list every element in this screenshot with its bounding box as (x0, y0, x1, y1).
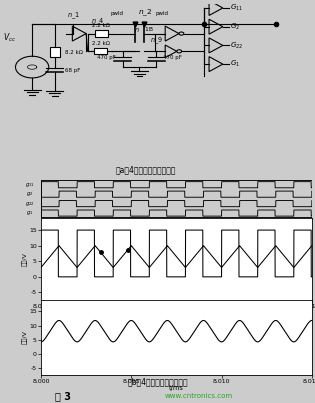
Text: $g_{22}$: $g_{22}$ (25, 200, 35, 208)
Text: $g_1$: $g_1$ (26, 209, 34, 217)
Text: $n\_9$: $n\_9$ (150, 35, 163, 46)
Text: $G_{11}$: $G_{11}$ (230, 3, 243, 13)
Text: $g_{11}$: $g_{11}$ (25, 181, 35, 189)
Y-axis label: 电压/V: 电压/V (22, 330, 28, 345)
Text: （a）4路全橋驅動脈沖信號: （a）4路全橋驅動脈沖信號 (115, 165, 176, 174)
Text: 2.2 kΩ: 2.2 kΩ (92, 23, 110, 28)
Bar (50, 48, 60, 57)
Text: （b）4路全橋驅動脈沖仿真: （b）4路全橋驅動脈沖仿真 (127, 378, 188, 386)
Bar (94, 31, 108, 37)
Text: 2.2 kΩ: 2.2 kΩ (92, 41, 110, 46)
Y-axis label: 电压/V: 电压/V (22, 252, 28, 266)
X-axis label: t/ms: t/ms (169, 311, 184, 317)
Text: 图 3: 图 3 (55, 391, 71, 401)
Text: $G_2$: $G_2$ (230, 22, 240, 32)
Bar (19, 180, 41, 217)
Text: $n\_4$: $n\_4$ (91, 17, 105, 27)
Text: $G_{22}$: $G_{22}$ (230, 40, 243, 50)
Text: pwld: pwld (110, 11, 123, 16)
Text: $G_1$: $G_1$ (230, 59, 240, 69)
Text: $n\_1$: $n\_1$ (66, 10, 79, 21)
Text: $g_2$: $g_2$ (26, 191, 34, 198)
Text: 68 pF: 68 pF (66, 68, 81, 73)
Text: $n$: $n$ (134, 26, 140, 33)
Text: 1B: 1B (141, 27, 153, 32)
Text: 8.2 kΩ: 8.2 kΩ (66, 50, 83, 55)
Text: pwld: pwld (156, 11, 169, 16)
Text: 470 pF: 470 pF (163, 55, 182, 60)
Text: $n\_2$: $n\_2$ (138, 8, 153, 18)
Text: $V_{cc}$: $V_{cc}$ (3, 31, 16, 44)
Text: www.cntronics.com: www.cntronics.com (164, 393, 232, 399)
Text: 470 pF: 470 pF (97, 55, 116, 60)
Bar (94, 48, 107, 54)
X-axis label: t/ms: t/ms (169, 385, 184, 391)
